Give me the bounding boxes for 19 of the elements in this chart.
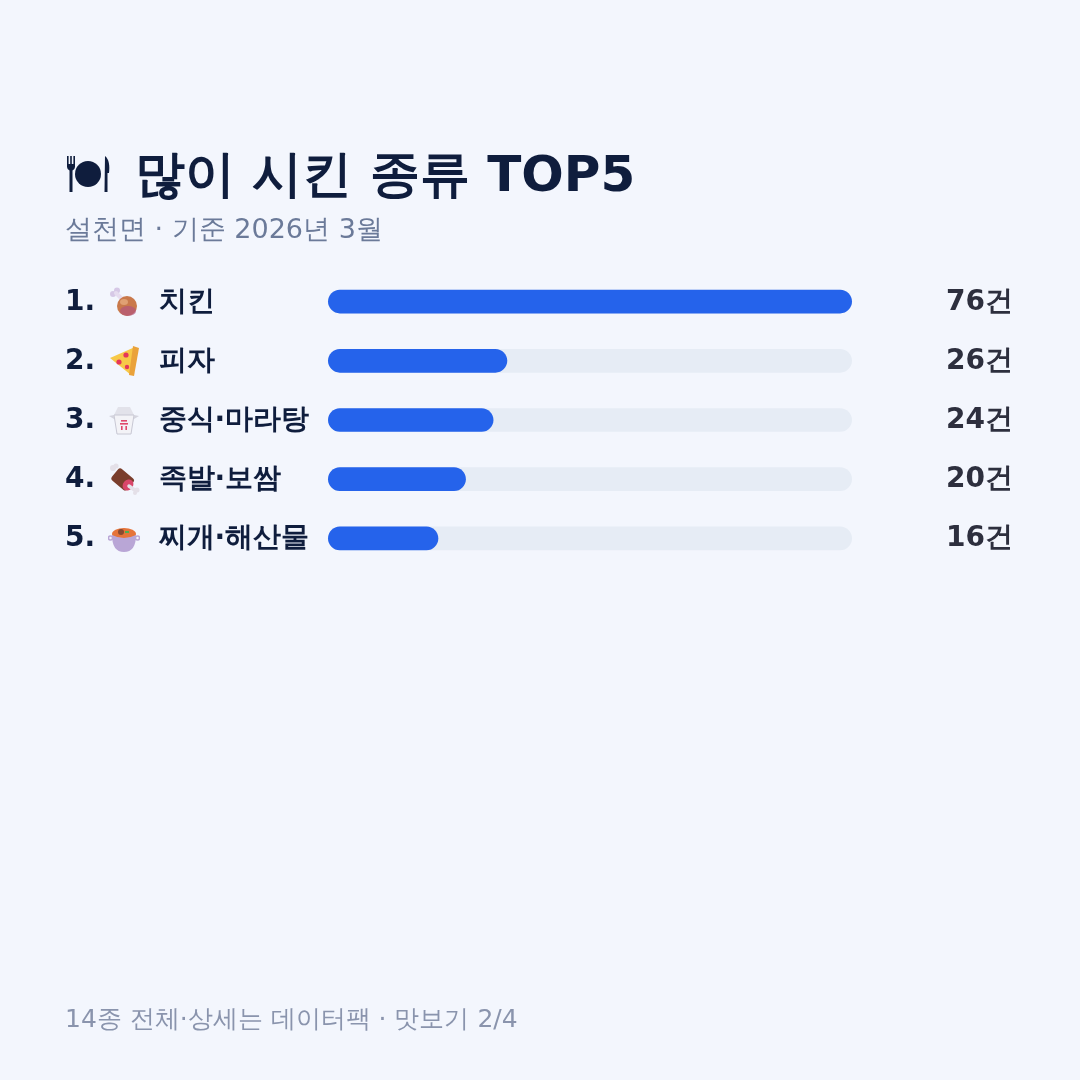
text: 1. [65,283,96,317]
text: 14종 전체·상세는 데이터팩 · 맛보기 2/4 [65,1004,518,1034]
text: 2. [65,342,96,376]
y-tick-label: 찌개·해산물 [157,520,310,554]
y-tick-label: 피자 [158,342,215,376]
data-label: 76건 [946,283,1013,317]
y-tick-label: 족발·보쌈 [158,461,282,495]
data-label: 26건 [946,342,1013,376]
y-tick-label: 중식·마라탕 [158,402,310,435]
bar [328,526,439,551]
data-label: 20건 [946,461,1013,495]
text: 4. [65,461,96,495]
y-tick-label: 치킨 [158,283,215,317]
data-label: 24건 [946,402,1013,435]
text: 5. [65,520,96,554]
chart-subtitle: 설천면 · 기준 2026년 3월 [65,213,383,246]
data-label: 16건 [946,520,1013,554]
chart-title: 많이 시킨 종류 TOP5 [135,144,636,204]
text: 3. [65,402,96,435]
